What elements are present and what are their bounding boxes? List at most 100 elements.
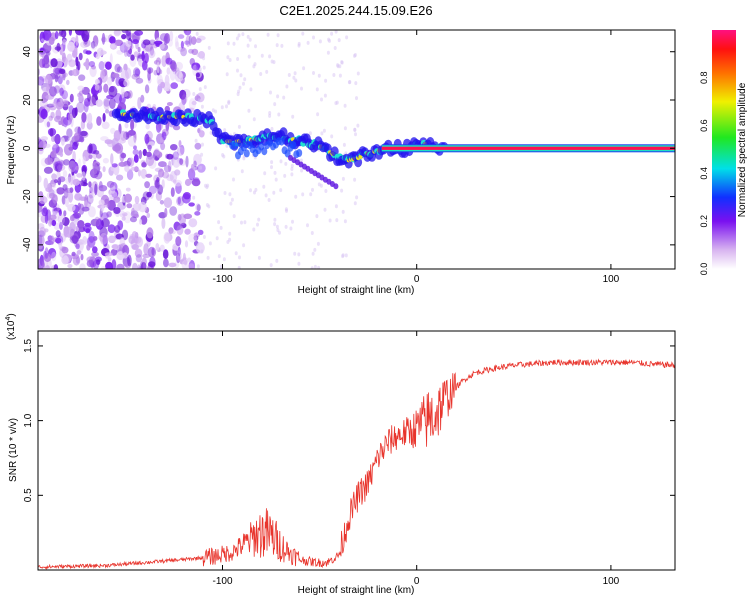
noise-blob: [324, 78, 328, 83]
noise-blob: [354, 132, 357, 137]
noise-blob: [88, 192, 95, 199]
noise-blob: [343, 126, 347, 131]
noise-blob: [190, 163, 194, 173]
noise-blob: [177, 246, 181, 257]
noise-blob: [228, 231, 232, 236]
noise-blob: [302, 66, 306, 71]
noise-blob: [217, 254, 221, 259]
noise-blob: [76, 173, 83, 178]
noise-blob: [155, 179, 161, 190]
noise-blob: [355, 96, 358, 101]
noise-blob: [138, 218, 143, 225]
noise-blob: [268, 54, 272, 59]
noise-blob: [353, 127, 357, 132]
noise-blob: [164, 207, 168, 218]
noise-blob: [172, 151, 179, 160]
noise-blob: [242, 81, 245, 86]
noise-blob: [241, 32, 245, 37]
noise-blob: [72, 178, 80, 186]
noise-blob: [101, 32, 106, 45]
noise-blob: [38, 241, 43, 250]
noise-blob: [38, 212, 42, 218]
noise-blob: [61, 246, 69, 254]
noise-blob: [170, 82, 178, 89]
noise-blob: [105, 61, 112, 70]
noise-blob: [142, 253, 151, 259]
noise-blob: [106, 211, 112, 218]
noise-blob: [159, 33, 169, 42]
noise-blob: [174, 71, 184, 83]
noise-blob: [82, 236, 88, 245]
ridge-blob: [333, 183, 339, 190]
noise-blob: [313, 247, 317, 252]
noise-blob: [75, 243, 80, 250]
noise-blob: [247, 108, 251, 113]
noise-blob: [52, 101, 57, 107]
noise-blob: [55, 230, 61, 238]
noise-blob: [343, 103, 347, 108]
noise-blob: [168, 227, 174, 234]
noise-blob: [237, 33, 241, 38]
noise-blob: [270, 165, 273, 170]
noise-blob: [109, 36, 116, 44]
noise-blob: [109, 97, 116, 110]
noise-blob: [222, 257, 226, 262]
noise-blob: [76, 250, 82, 255]
noise-blob: [166, 67, 171, 75]
noise-blob: [270, 126, 274, 131]
y-tick-label: 0.5: [23, 488, 34, 502]
noise-blob: [316, 241, 320, 246]
noise-blob: [267, 198, 271, 202]
noise-blob: [234, 251, 238, 256]
noise-blob: [73, 132, 80, 141]
noise-blob: [180, 40, 184, 49]
noise-blob: [160, 142, 166, 151]
noise-blob: [106, 180, 115, 188]
noise-blob: [246, 43, 250, 48]
noise-blob: [116, 174, 124, 181]
noise-blob: [320, 131, 324, 136]
noise-blob: [59, 87, 64, 97]
noise-blob: [243, 220, 247, 225]
noise-blob: [316, 112, 320, 117]
noise-blob: [310, 266, 314, 269]
noise-blob: [139, 261, 144, 269]
spectrogram-line: [381, 144, 675, 153]
noise-blob: [136, 236, 144, 248]
noise-blob: [48, 192, 56, 199]
noise-blob: [193, 160, 197, 168]
noise-blob: [61, 255, 69, 265]
noise-blob: [113, 30, 122, 35]
noise-blob: [299, 158, 303, 163]
noise-blob: [177, 251, 182, 262]
noise-blob: [236, 57, 240, 61]
noise-blob: [177, 214, 182, 221]
noise-blob: [81, 112, 87, 123]
noise-blob: [46, 103, 55, 108]
noise-blob: [197, 98, 201, 103]
noise-blob: [98, 61, 105, 71]
noise-blob: [188, 218, 198, 228]
noise-blob: [92, 246, 98, 254]
noise-blob: [225, 104, 228, 109]
noise-blob: [109, 44, 115, 49]
noise-blob: [153, 148, 160, 156]
noise-blob: [181, 259, 189, 269]
noise-blob: [336, 64, 340, 69]
noise-blob: [177, 196, 181, 205]
noise-blob: [134, 195, 140, 204]
noise-blob: [96, 116, 102, 126]
noise-blob: [334, 30, 338, 34]
noise-blob: [44, 74, 53, 85]
noise-blob: [268, 113, 272, 118]
noise-blob: [86, 121, 93, 130]
noise-blob: [294, 78, 298, 83]
noise-blob: [49, 105, 57, 111]
noise-blob: [143, 243, 149, 256]
noise-blob: [133, 154, 139, 163]
noise-blob: [148, 185, 157, 194]
noise-blob: [51, 135, 56, 142]
noise-blob: [124, 193, 132, 203]
noise-blob: [174, 222, 183, 231]
noise-blob: [127, 129, 136, 136]
